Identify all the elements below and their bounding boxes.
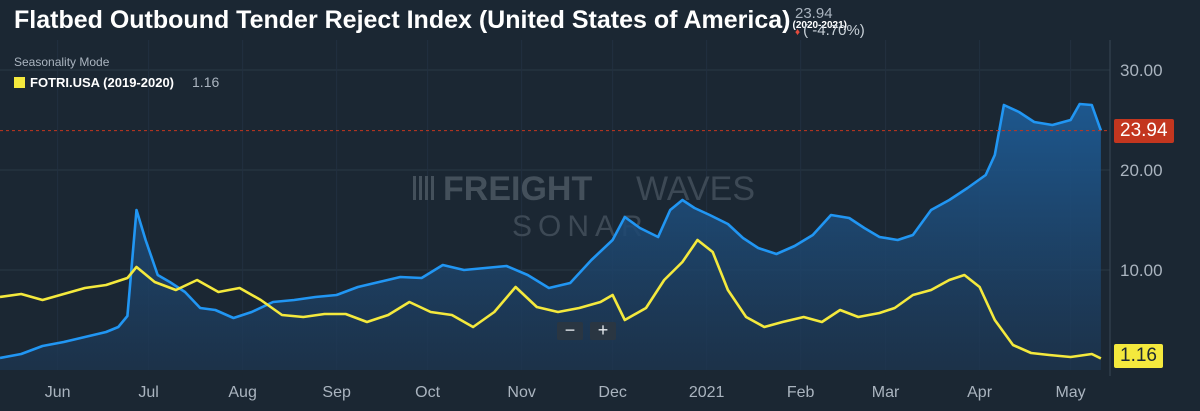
x-tick-label: Jun <box>45 384 71 401</box>
watermark-brand-bold: FREIGHT <box>443 170 592 208</box>
series-layer <box>0 102 1103 370</box>
previous-value-tag: 1.16 <box>1114 344 1163 369</box>
seasonality-mode-label: Seasonality Mode <box>14 55 110 69</box>
legend-value: 1.16 <box>192 74 220 90</box>
x-tick-label: Feb <box>787 384 815 401</box>
title-range: (2020-2021) <box>792 20 847 31</box>
watermark: FREIGHT WAVES SONAR <box>413 170 755 243</box>
series-line-2020-2021 <box>0 102 1103 360</box>
y-axis: 10.00 20.00 30.00 <box>1109 40 1163 376</box>
x-tick-label: Sep <box>322 384 351 401</box>
x-axis: Jun Jul Aug Sep Oct Nov Dec 2021 Feb Mar Apr May <box>45 384 1086 401</box>
x-tick-label: Jul <box>138 384 158 401</box>
x-tick-label: May <box>1055 384 1085 401</box>
x-tick-label: Nov <box>507 384 535 401</box>
title-block: Flatbed Outbound Tender Reject Index (Un… <box>14 6 847 35</box>
series-line-2019-2020 <box>0 238 1102 360</box>
y-tick-label: 20.00 <box>1120 161 1163 180</box>
y-tick-label: 30.00 <box>1120 61 1163 80</box>
last-value: 23.94 <box>795 5 833 22</box>
legend-label: FOTRI.USA (2019-2020) <box>30 74 175 90</box>
legend-item[interactable]: FOTRI.USA (2019-2020) 1.16 <box>14 74 219 90</box>
chart-title: Flatbed Outbound Tender Reject Index (Un… <box>14 6 791 34</box>
x-tick-label: Aug <box>228 384 256 401</box>
zoom-out-button[interactable]: − <box>557 321 583 340</box>
last-value-block: 23.94 ♦( -4.70%) <box>795 5 865 41</box>
x-tick-label: Oct <box>415 384 440 401</box>
legend-swatch <box>14 76 25 88</box>
y-tick-label: 10.00 <box>1120 261 1163 280</box>
zoom-in-button[interactable]: + <box>590 321 616 340</box>
freightwaves-logo-icon <box>413 176 434 200</box>
series-area-2020-2021 <box>0 104 1101 370</box>
current-value-tag: 23.94 <box>1114 118 1174 143</box>
x-tick-label: Dec <box>598 384 626 401</box>
delta-percent: ( -4.70%) <box>803 22 865 39</box>
x-tick-label: Mar <box>872 384 900 401</box>
delta-row: ♦( -4.70%) <box>795 22 865 41</box>
x-tick-label: Apr <box>967 384 993 401</box>
down-diamond-icon: ♦ <box>795 27 801 38</box>
x-tick-label: 2021 <box>689 384 725 401</box>
watermark-brand-light: WAVES <box>636 170 755 208</box>
